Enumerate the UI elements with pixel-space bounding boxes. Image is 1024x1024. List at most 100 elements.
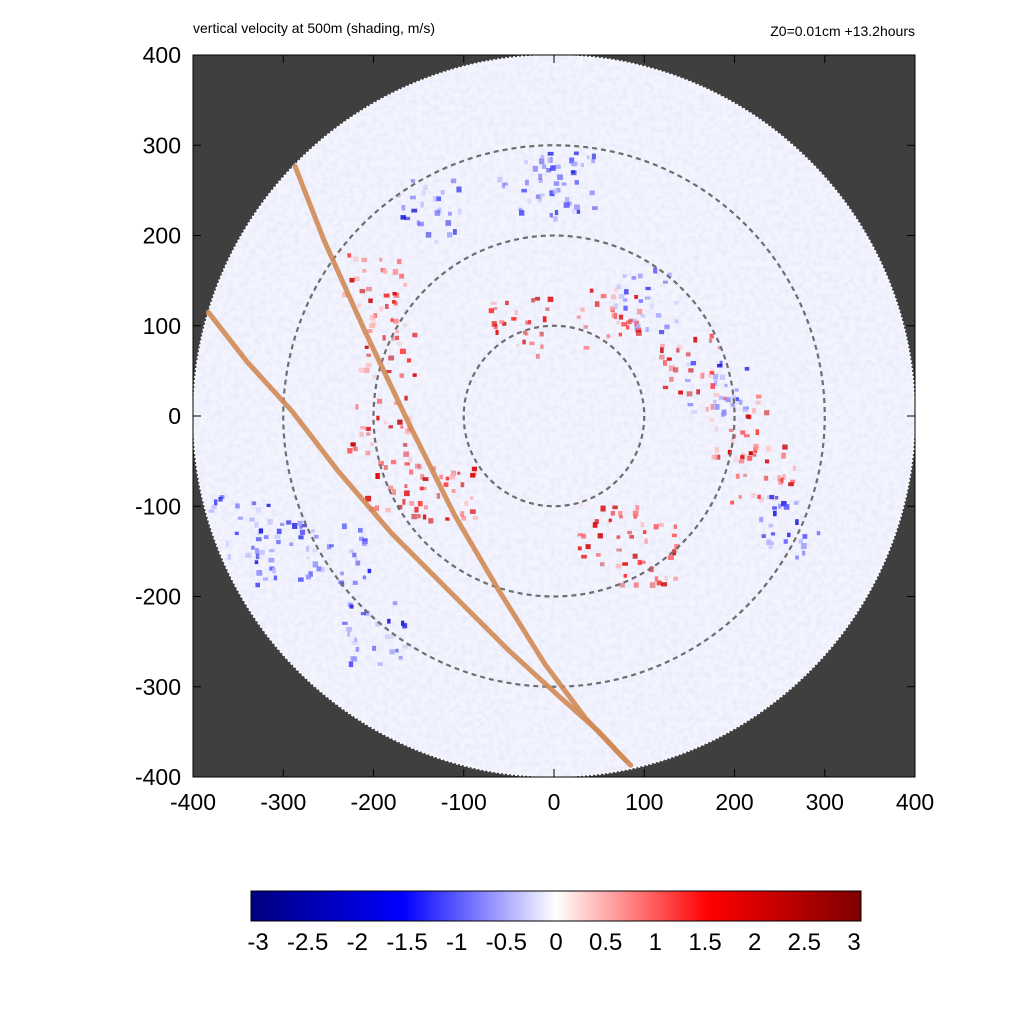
downdraft-cell <box>299 529 306 535</box>
updraft-cell <box>576 315 581 319</box>
downdraft-cell <box>237 516 243 520</box>
downdraft-cell <box>346 626 353 632</box>
updraft-cell <box>619 515 623 519</box>
downdraft-cell <box>731 403 735 407</box>
updraft-cell <box>464 501 469 507</box>
updraft-cell <box>659 354 665 360</box>
downdraft-cell <box>267 518 273 525</box>
updraft-cell <box>667 555 674 561</box>
updraft-cell <box>733 456 738 462</box>
updraft-cell <box>632 510 639 517</box>
updraft-cell <box>577 546 582 551</box>
downdraft-cell <box>411 208 418 213</box>
updraft-cell <box>469 509 476 514</box>
downdraft-cell <box>521 188 527 193</box>
plot-area: -400 -300 -200 -100 0 100 200 300 400 -400 -300 -20… <box>135 42 934 815</box>
updraft-cell <box>764 410 770 416</box>
downdraft-cell <box>580 163 585 167</box>
downdraft-cell <box>613 303 619 310</box>
downdraft-cell <box>305 574 312 580</box>
colorbar-tick-label: 1 <box>649 929 662 956</box>
y-tick-label: 200 <box>143 223 181 249</box>
downdraft-cell <box>591 153 596 160</box>
downdraft-cell <box>276 539 281 545</box>
updraft-cell <box>386 369 392 374</box>
downdraft-cell <box>538 178 543 183</box>
updraft-cell <box>491 301 497 305</box>
updraft-cell <box>350 442 356 447</box>
updraft-cell <box>417 464 422 470</box>
updraft-cell <box>528 319 532 324</box>
downdraft-cell <box>398 655 403 660</box>
updraft-cell <box>709 417 715 423</box>
downdraft-cell <box>761 534 766 539</box>
updraft-cell <box>613 287 618 293</box>
updraft-cell <box>627 530 632 535</box>
updraft-cell <box>579 502 583 507</box>
downdraft-cell <box>396 193 401 198</box>
downdraft-cell <box>255 553 260 560</box>
downdraft-cell <box>778 503 782 509</box>
updraft-cell <box>422 514 427 520</box>
updraft-cell <box>753 443 759 449</box>
updraft-cell <box>370 442 374 446</box>
updraft-cell <box>399 348 406 355</box>
updraft-cell <box>621 322 627 327</box>
updraft-cell <box>659 522 664 527</box>
updraft-cell <box>644 538 648 544</box>
updraft-cell <box>635 505 640 511</box>
updraft-cell <box>505 300 509 306</box>
downdraft-cell <box>298 577 304 582</box>
colorbar-tick-label: 3 <box>847 929 860 956</box>
updraft-cell <box>355 404 359 410</box>
downdraft-cell <box>555 164 561 169</box>
updraft-cell <box>711 454 718 460</box>
updraft-cell <box>728 428 734 432</box>
updraft-cell <box>379 306 384 312</box>
updraft-cell <box>540 344 544 349</box>
downdraft-cell <box>538 173 543 180</box>
updraft-cell <box>747 455 753 461</box>
downdraft-cell <box>358 536 364 541</box>
downdraft-cell <box>794 500 800 505</box>
updraft-cell <box>743 473 748 477</box>
downdraft-cell <box>255 537 262 542</box>
downdraft-cell <box>348 661 354 668</box>
downdraft-cell <box>501 182 506 189</box>
chart-title: vertical velocity at 500m (shading, m/s) <box>193 20 435 36</box>
updraft-cell <box>671 548 678 553</box>
updraft-cell <box>633 582 639 588</box>
downdraft-cell <box>218 496 223 502</box>
downdraft-cell <box>274 534 281 539</box>
downdraft-cell <box>420 190 426 196</box>
updraft-cell <box>717 346 722 350</box>
updraft-cell <box>735 473 740 479</box>
updraft-cell <box>366 426 371 432</box>
downdraft-cell <box>549 190 555 197</box>
downdraft-cell <box>245 553 250 558</box>
updraft-cell <box>364 427 371 431</box>
updraft-cell <box>365 495 372 502</box>
updraft-cell <box>399 273 405 279</box>
updraft-cell <box>397 419 403 425</box>
downdraft-cell <box>540 154 545 159</box>
updraft-cell <box>443 482 449 487</box>
updraft-cell <box>672 549 677 556</box>
updraft-cell <box>385 303 389 310</box>
downdraft-cell <box>572 210 576 215</box>
updraft-cell <box>535 296 541 301</box>
downdraft-cell <box>268 548 275 553</box>
updraft-cell <box>382 268 388 274</box>
downdraft-cell <box>527 198 532 204</box>
downdraft-cell <box>564 196 570 203</box>
downdraft-cell <box>350 656 357 661</box>
downdraft-cell <box>401 204 406 211</box>
downdraft-cell <box>557 174 563 180</box>
downdraft-cell <box>659 330 665 335</box>
updraft-cell <box>635 327 641 333</box>
updraft-cell <box>662 360 667 366</box>
downdraft-cell <box>554 209 559 216</box>
updraft-cell <box>511 317 517 321</box>
downdraft-cell <box>524 160 528 165</box>
updraft-cell <box>499 320 505 324</box>
